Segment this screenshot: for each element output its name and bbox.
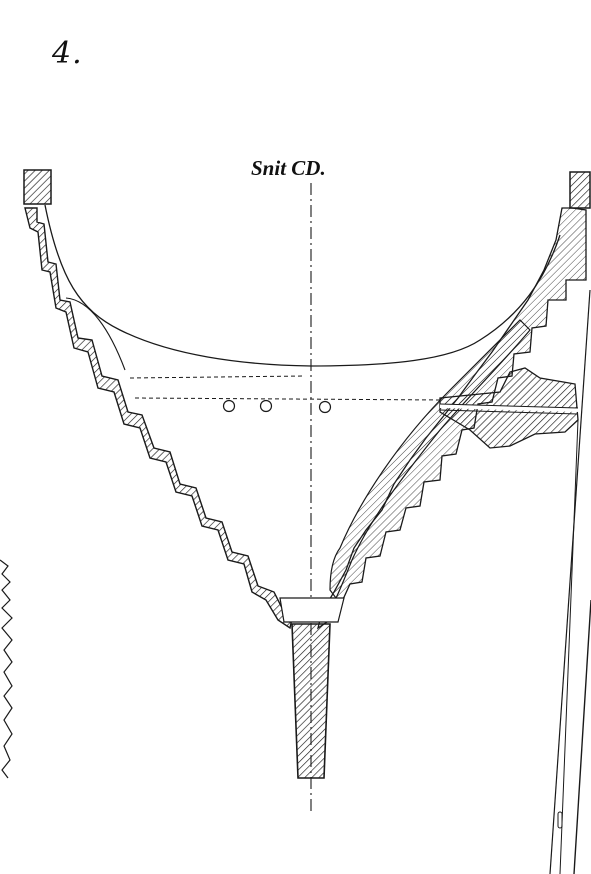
left-gunwale [23,169,52,205]
stem-line-outer [549,289,591,874]
knee-joint-line [439,404,579,412]
lower-dotted-line [134,397,444,401]
bolt-hole [222,399,236,413]
upper-dotted-line [129,375,306,379]
right-gunwale [569,171,591,209]
right-hull-shell [316,171,591,630]
adjacent-figure-fragment [0,559,13,779]
stem-line-edge [573,599,591,874]
plate-number: 4. [52,36,83,71]
left-hull-shell [23,169,293,630]
left-inner-line [65,297,126,371]
bolt-hole [318,400,332,414]
section-title: Snit CD. [251,156,326,180]
keel [279,597,345,779]
bolt-hole [259,399,273,413]
stem-slot [557,811,563,829]
stem-line-inner [559,419,579,874]
floor-curve [44,204,561,367]
